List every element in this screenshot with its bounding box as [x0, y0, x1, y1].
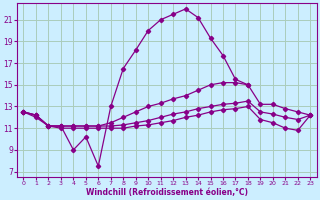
- X-axis label: Windchill (Refroidissement éolien,°C): Windchill (Refroidissement éolien,°C): [86, 188, 248, 197]
